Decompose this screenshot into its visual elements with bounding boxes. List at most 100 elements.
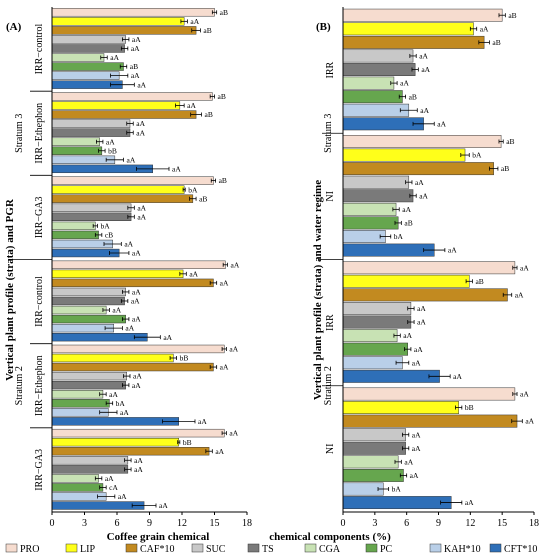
bar-letter-label: bA [116,399,126,408]
bar-suc [342,49,414,63]
bar-caf [51,110,197,119]
panel-b-y-axis-title: Vertical plant profile (strata) and wate… [312,180,324,400]
bar-letter-label: aB [501,164,509,173]
bar-letter-label: aA [520,263,529,272]
bar-ts [51,296,125,306]
bar-suc [51,203,132,212]
bar-letter-label: aB [475,277,483,286]
bar-letter-label: aA [134,465,143,474]
bar-letter-label: aA [402,205,411,214]
bar-letter-label: aA [127,155,136,164]
bar-cft [51,501,145,510]
bar-letter-label: aA [448,246,457,255]
legend-label: KAH*10 [444,544,481,555]
bar-letter-label: aA [480,24,489,33]
legend-label: PRO [20,544,39,555]
bar-kah [342,356,403,370]
bar-ts [51,380,126,390]
bar-cga [342,76,395,90]
x-tick-label: 15 [210,518,220,529]
bar-letter-label: aA [131,71,140,80]
bar-letter-label: aA [520,390,529,399]
bar-letter-label: aA [110,53,119,62]
x-tick-label: 18 [242,518,252,529]
bar-lip [51,437,179,447]
bar-letter-label: aA [172,164,181,173]
bar-letter-label: aA [133,372,142,381]
bar-ts [342,63,416,76]
legend-swatch [365,543,378,553]
legend-swatch [429,543,442,553]
bar-lip [51,17,185,26]
bar-caf [342,414,518,428]
bar-cft [342,496,452,510]
group-label: IRR−GA3 [34,449,45,491]
bar-letter-label: aA [198,417,207,426]
bar-letter-label: aA [132,381,141,390]
bar-lip [342,148,466,162]
bar-letter-label: aA [525,417,534,426]
bar-letter-label: aB [492,38,500,47]
bar-ts [51,128,131,137]
bar-letter-label: aA [159,501,168,510]
bar-lip [51,185,185,194]
legend-label: CFT*10 [504,544,537,555]
bar-pro [342,261,516,275]
bar-lip [342,274,470,288]
bar-letter-label: aA [404,457,413,466]
bar-kah [51,323,114,333]
panel-a-content: aBaAaBaAaAaAaBaAaAIRR−controlaBaAaBaAaAa… [8,7,252,529]
bar-letter-label: aA [132,35,141,44]
panel-b-x-axis-title: chemical components (%) [269,531,391,543]
group-label: IRR−control [34,24,45,75]
bar-letter-label: bA [188,185,198,194]
bar-cft [51,333,148,342]
bar-letter-label: aA [118,492,127,501]
bar-letter-label: aB [506,137,514,146]
stratum-label: Stratum 3 [323,114,334,153]
bar-pro [342,387,516,401]
panel-b-content: aBaAaBaAaAaAaBaAaAIRRaBbAaBaAaAaAaBbAaAN… [318,7,539,529]
bar-letter-label: aB [205,110,213,119]
bar-letter-label: aA [215,447,224,456]
bar-letter-label: aA [414,345,423,354]
bar-letter-label: bB [465,403,474,412]
legend: PRO LIP CAF*10 SUC TS CGA PC KAH*10 CFT*10 [5,543,537,555]
bar-kah [51,239,113,249]
bar-letter-label: aA [419,191,428,200]
group-label: NI [325,191,336,202]
group-label: IRR−control [34,276,45,327]
group-label: IRR−GA3 [34,197,45,239]
bar-letter-label: aA [187,101,196,110]
bar-ts [342,315,412,329]
bar-letter-label: aA [229,429,238,438]
bar-letter-label: aA [515,290,524,299]
bar-cga [342,202,397,216]
x-tick-label: 3 [82,518,87,529]
bar-cga [342,455,399,469]
bar-letter-label: aA [231,260,240,269]
bar-pro [51,428,225,438]
x-tick-label: 9 [436,518,441,529]
bar-letter-label: aA [415,178,424,187]
bar-pro [51,92,213,101]
stratum-label: Stratum 2 [14,366,25,405]
bar-letter-label: aA [465,498,474,507]
bar-lip [342,22,474,36]
bar-letter-label: aA [190,17,199,26]
bar-letter-label: aA [131,297,140,306]
bar-caf [51,194,194,203]
panel-b: (B) Vertical plant profile (strata) and … [269,7,539,543]
bar-suc [51,119,131,128]
bar-suc [342,302,412,315]
bar-suc [342,175,410,189]
bar-letter-label: cA [109,483,118,492]
bar-pro [342,135,502,148]
bar-caf [51,278,214,288]
bar-lip [51,353,174,363]
bar-letter-label: aB [203,26,211,35]
bar-caf [51,447,210,456]
bar-letter-label: aB [220,8,228,17]
